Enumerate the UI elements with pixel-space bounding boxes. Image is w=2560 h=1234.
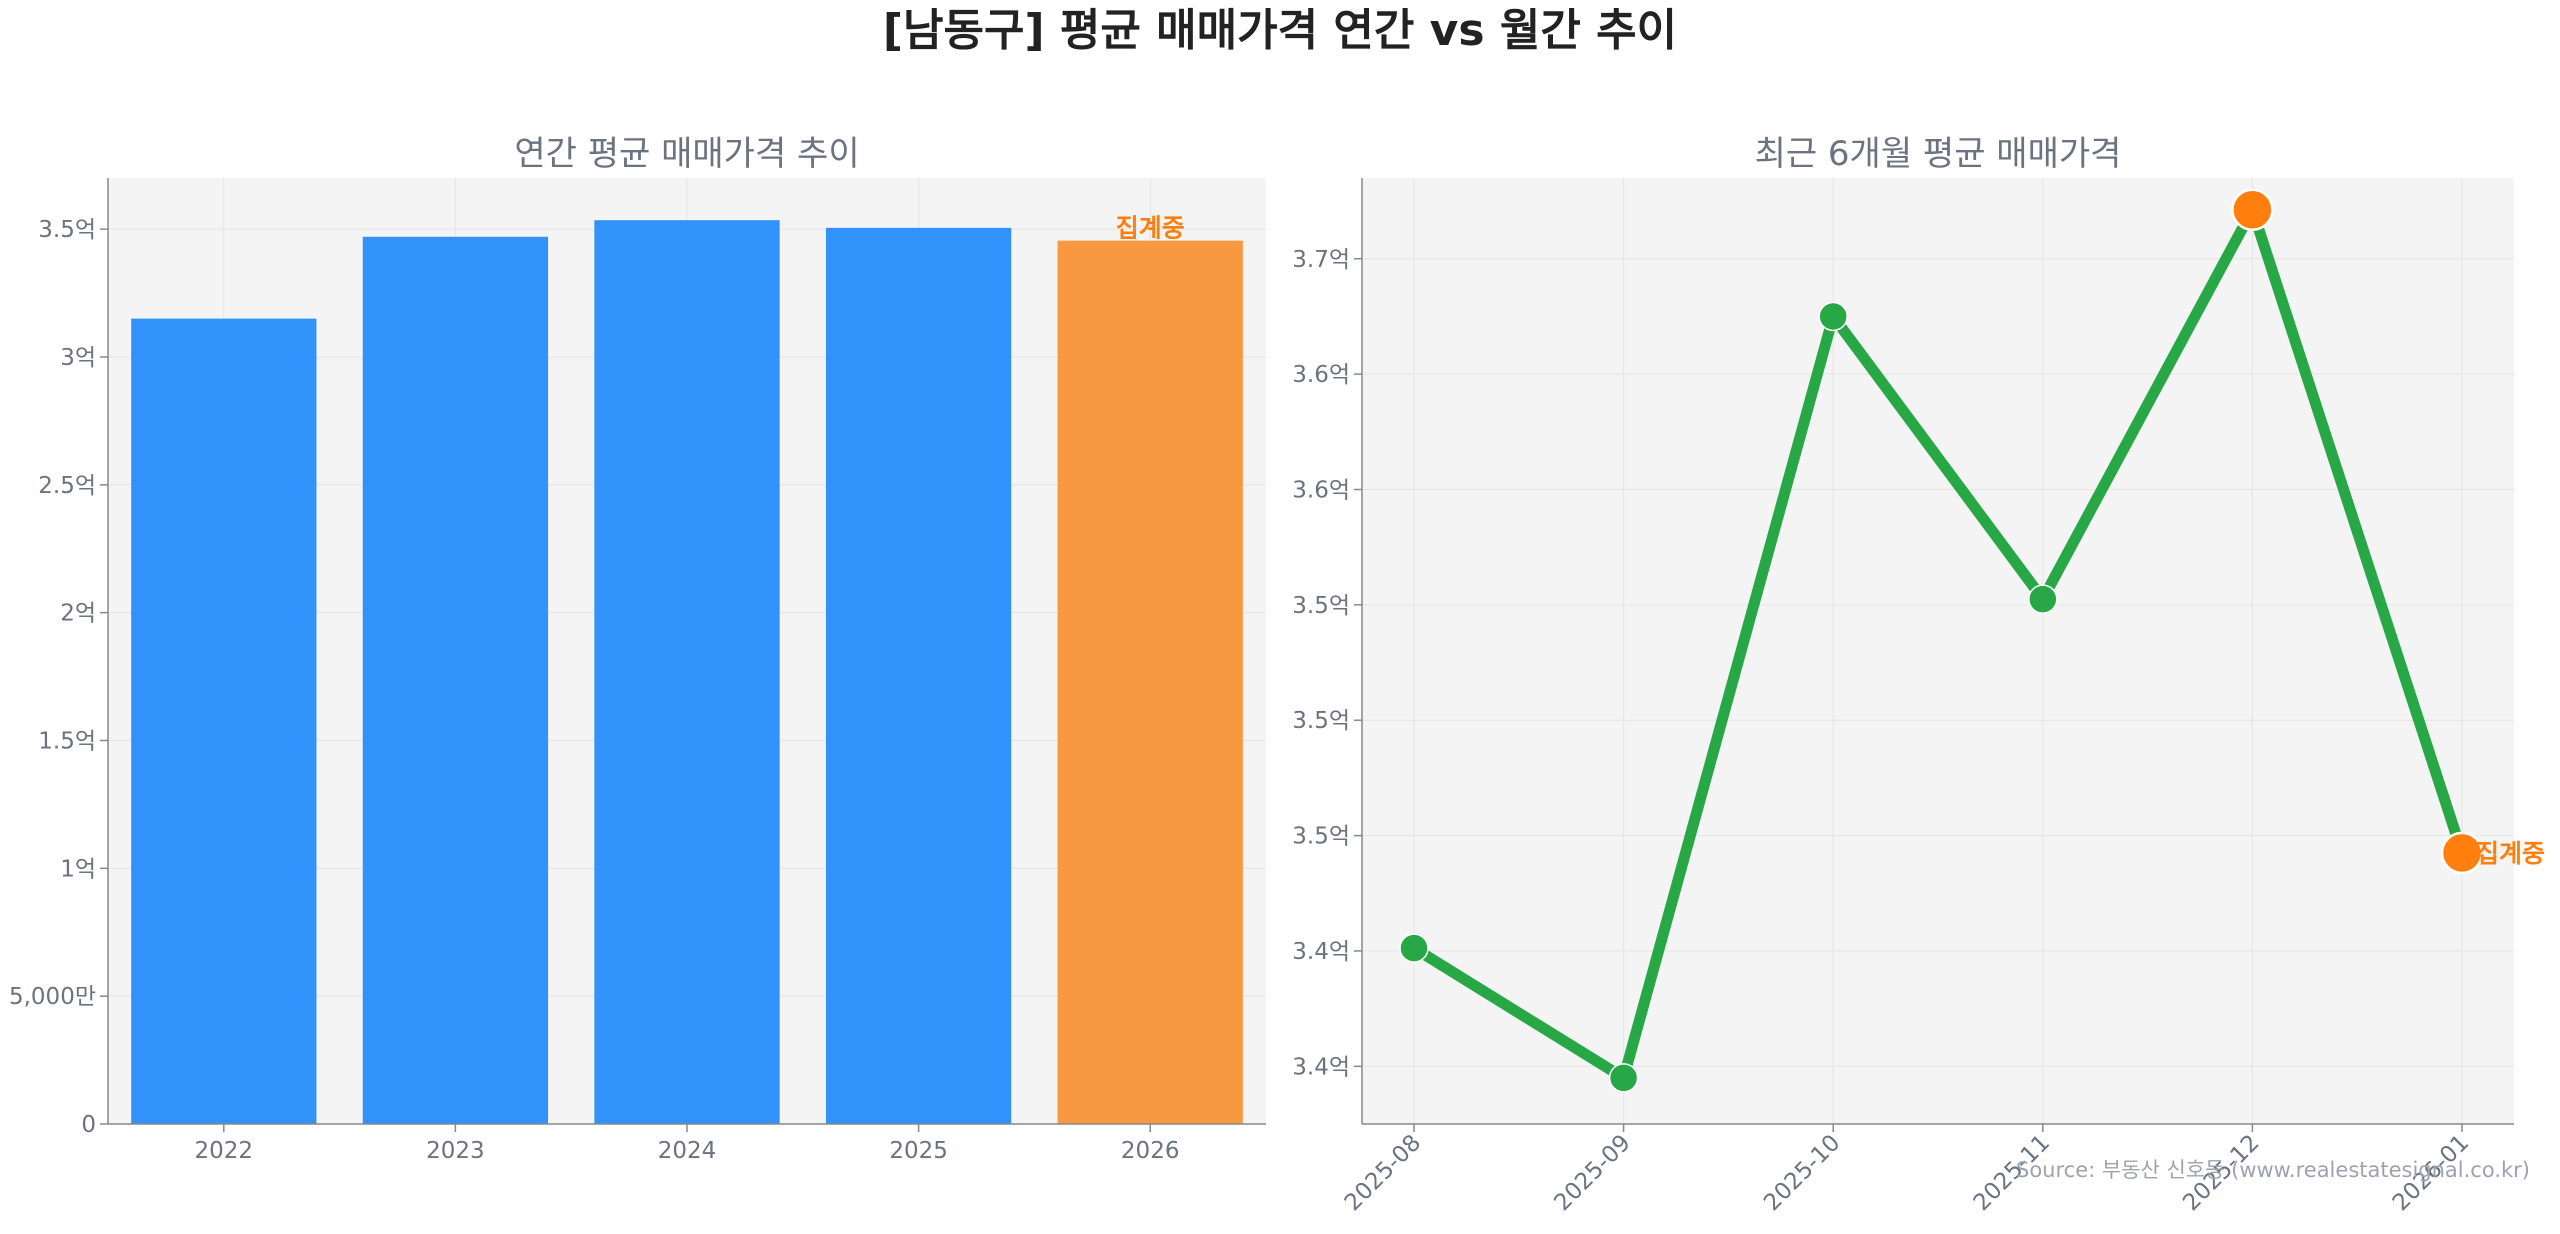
bar-annotation: 집계중 — [1116, 214, 1185, 243]
bar — [1057, 240, 1243, 1125]
y-tick-label: 3억 — [60, 345, 96, 371]
data-point — [2231, 188, 2274, 231]
line-chart-title: 최근 6개월 평균 매매가격 — [1754, 134, 2122, 174]
bar — [362, 236, 549, 1124]
y-tick-label: 2억 — [60, 601, 96, 627]
x-tick-label: 2022 — [195, 1138, 254, 1164]
bar — [131, 318, 317, 1125]
data-point — [1818, 301, 1848, 332]
bar-chart-title: 연간 평균 매매가격 추이 — [514, 134, 860, 174]
y-tick-label: 5,000만 — [9, 984, 96, 1010]
y-tick-label: 3.6억 — [1292, 477, 1350, 503]
bar — [825, 227, 1012, 1124]
y-tick-label: 3.5억 — [1292, 593, 1350, 619]
source-note: Source: 부동산 신호등 (www.realestatesignal.co… — [2015, 1158, 2530, 1182]
y-tick-label: 1.5억 — [38, 728, 96, 754]
x-tick-label: 2025-09 — [1549, 1130, 1635, 1216]
data-point — [2440, 831, 2484, 875]
x-tick-label: 2025 — [889, 1138, 948, 1164]
plot-area — [1362, 178, 2514, 1124]
data-point — [2028, 584, 2058, 614]
data-point — [1608, 1063, 1639, 1093]
data-point — [1399, 933, 1429, 963]
y-tick-label: 1억 — [60, 856, 96, 882]
annual-bar-chart: 0 5,000만 1억 1.5억 2억 2.5억 3억 3.5억 2022 2023 2024 202… — [9, 178, 1266, 1164]
y-tick-label: 3.5억 — [1292, 824, 1350, 850]
y-tick-label: 3.5억 — [1292, 708, 1350, 734]
page-title: [남동구] 평균 매매가격 연간 vs 월간 추이 — [882, 5, 1678, 56]
y-tick-label: 0 — [81, 1112, 96, 1138]
x-tick-label: 2024 — [658, 1138, 717, 1164]
x-tick-label: 2023 — [426, 1138, 485, 1164]
x-tick-label: 2026 — [1121, 1138, 1180, 1164]
y-tick-label: 3.4억 — [1292, 939, 1350, 965]
y-tick-label: 2.5억 — [38, 473, 96, 499]
point-annotation: 집계중 — [2476, 839, 2545, 868]
x-tick-label: 2025-08 — [1340, 1130, 1426, 1216]
y-tick-label: 3.7억 — [1292, 247, 1350, 273]
x-tick-label: 2025-10 — [1759, 1130, 1845, 1216]
y-tick-label: 3.4억 — [1292, 1054, 1350, 1080]
bar — [594, 220, 780, 1124]
series-line — [1408, 204, 2468, 1084]
y-tick-label: 3.6억 — [1292, 362, 1350, 388]
y-tick-label: 3.5억 — [38, 217, 96, 243]
